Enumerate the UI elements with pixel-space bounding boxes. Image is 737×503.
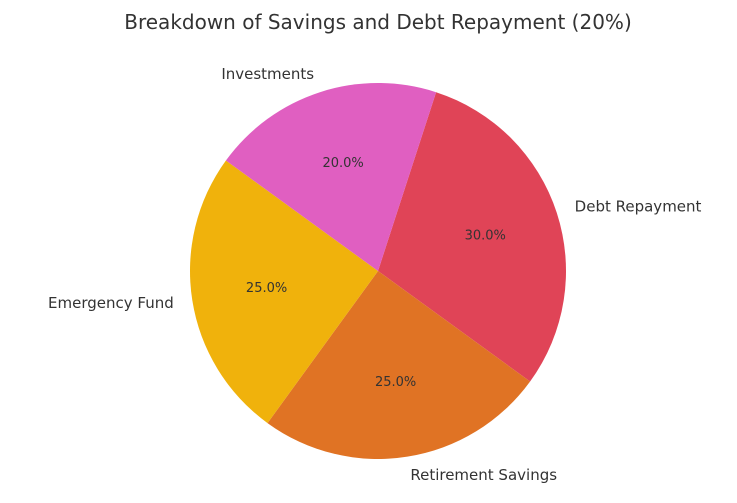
chart-title: Breakdown of Savings and Debt Repayment … xyxy=(124,10,632,34)
pie-category-label: Investments xyxy=(221,65,314,83)
pie-slices xyxy=(189,82,567,460)
pie-percent-label: 25.0% xyxy=(246,281,287,296)
pie-percent-label: 30.0% xyxy=(465,229,506,244)
pie-percent-label: 25.0% xyxy=(375,375,416,390)
pie-category-label: Debt Repayment xyxy=(575,198,702,216)
pie-slice-investments xyxy=(225,82,437,272)
pie-slice-debt-repayment xyxy=(378,92,567,382)
pie-category-label: Emergency Fund xyxy=(48,294,174,312)
pie-slice-retirement-savings xyxy=(267,271,531,460)
pie-labels: 30.0% Debt Repayment 25.0% Retirement Savin… xyxy=(48,65,702,484)
pie-percent-label: 20.0% xyxy=(322,156,363,171)
pie-slice-emergency-fund xyxy=(189,160,378,424)
pie-category-label: Retirement Savings xyxy=(410,466,557,484)
